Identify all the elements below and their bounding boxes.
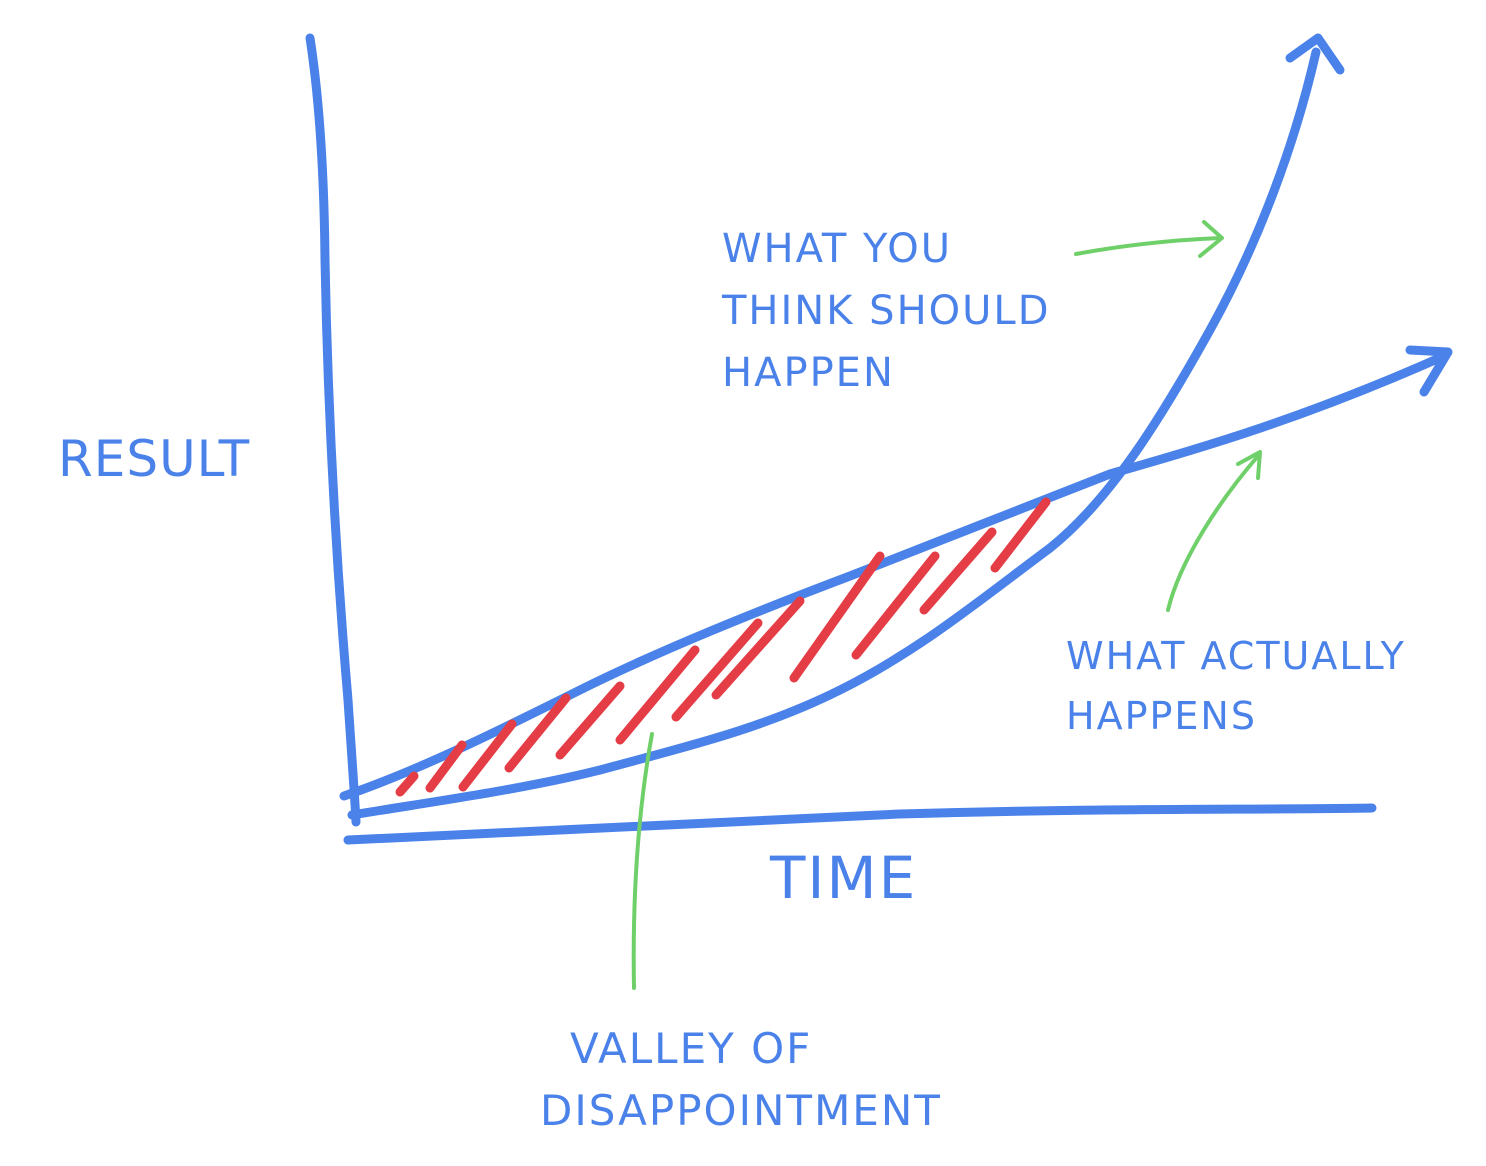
x-axis-line <box>343 803 1377 845</box>
hatch-stroke <box>671 618 763 722</box>
actual-curve-arrowhead <box>1405 345 1453 397</box>
pointer-to-actual-curve-head <box>1236 450 1262 480</box>
hatch-stroke <box>615 645 700 745</box>
x-axis-label: TIME <box>770 844 918 912</box>
hatch-stroke <box>990 497 1051 573</box>
pointer-to-expected-curve-head <box>1198 220 1224 258</box>
hatch-stroke <box>851 551 940 660</box>
expected-curve-label: WHAT YOU THINK SHOULD HAPPEN <box>722 226 1051 396</box>
hatch-stroke <box>458 719 517 792</box>
y-axis-label: RESULT <box>58 430 251 488</box>
hatch-stroke <box>425 740 467 793</box>
hatch-stroke <box>711 596 805 700</box>
hatch-stroke <box>919 527 997 615</box>
hatch-stroke <box>504 693 571 773</box>
actual-curve-label: WHAT ACTUALLY HAPPENS <box>1066 634 1406 738</box>
hatch-stroke <box>555 681 625 760</box>
y-axis-line <box>305 33 361 827</box>
hatch-stroke <box>395 771 419 797</box>
pointer-to-valley <box>631 732 654 990</box>
hatch-stroke <box>789 551 885 683</box>
pointer-to-expected-curve <box>1074 236 1222 256</box>
pointer-to-actual-curve <box>1166 454 1260 612</box>
expected-curve <box>347 47 1321 820</box>
valley-label: VALLEY OF DISAPPOINTMENT <box>540 1024 942 1135</box>
expected-curve-arrowhead <box>1285 33 1345 75</box>
